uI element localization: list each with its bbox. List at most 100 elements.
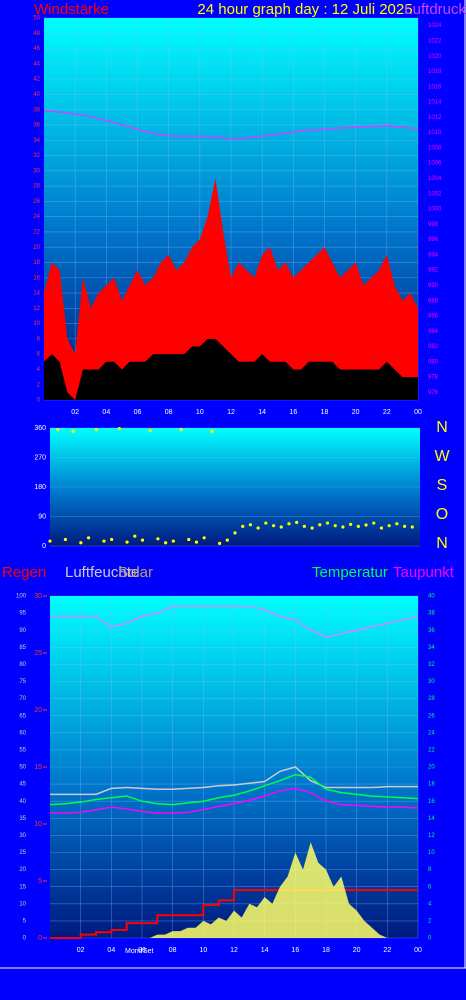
direction-point xyxy=(402,524,407,528)
direction-point xyxy=(202,536,206,540)
y-tick-label: 90 xyxy=(38,513,46,520)
direction-point xyxy=(125,540,129,544)
direction-point xyxy=(217,541,222,545)
y3-tick-label: 10 xyxy=(34,821,42,828)
x-tick-label: 16 xyxy=(289,409,297,416)
x-tick-label: 12 xyxy=(227,409,235,416)
direction-label: W xyxy=(434,448,450,465)
series-area xyxy=(50,842,418,938)
x-tick-label: 08 xyxy=(169,947,177,954)
direction-point xyxy=(110,537,114,542)
y-tick-label: 42 xyxy=(33,77,40,83)
y2-tick-label: 26 xyxy=(428,713,435,719)
direction-point xyxy=(364,523,368,527)
direction-point xyxy=(56,428,60,432)
y2-tick-label: 1018 xyxy=(428,69,442,75)
legend-entry: Taupunkt xyxy=(393,564,455,581)
y-tick-label: 44 xyxy=(33,61,40,67)
x-tick-label: 12 xyxy=(230,947,238,954)
x-tick-label: 06 xyxy=(134,409,142,416)
y-tick-label: 10 xyxy=(33,321,40,327)
y2-tick-label: 1024 xyxy=(428,23,442,29)
x-tick-label: 06 xyxy=(138,947,146,954)
direction-point xyxy=(372,521,376,525)
legend-entry: Luftdruck xyxy=(404,1,466,18)
y-tick-label: 95 xyxy=(19,611,26,617)
y2-tick-label: 16 xyxy=(428,799,435,805)
y-tick-label: 45 xyxy=(19,782,26,788)
x-tick-label: 04 xyxy=(102,409,110,416)
y2-tick-label: 18 xyxy=(428,782,435,788)
y2-tick-label: 8 xyxy=(428,867,432,873)
direction-point xyxy=(264,521,268,525)
direction-point xyxy=(171,539,175,543)
x-tick-label: 02 xyxy=(77,947,85,954)
direction-point xyxy=(333,524,337,528)
x-tick-label: 10 xyxy=(196,409,204,416)
moon-annotation: Mond xyxy=(125,948,143,955)
y-tick-label: 25 xyxy=(19,850,26,856)
direction-point xyxy=(287,522,291,526)
y2-tick-label: 0 xyxy=(428,936,432,942)
y-tick-label: 6 xyxy=(37,352,41,358)
direction-point xyxy=(387,524,391,528)
y-tick-label: 30 xyxy=(33,168,40,174)
x-tick-label: 02 xyxy=(71,409,79,416)
y2-tick-label: 1006 xyxy=(428,161,442,167)
x-tick-label: 16 xyxy=(291,947,299,954)
y2-tick-label: 992 xyxy=(428,268,439,274)
series-line xyxy=(50,787,419,814)
y3-tick-label: 20 xyxy=(34,707,42,714)
legend-entry: Solar xyxy=(118,564,153,581)
y-tick-label: 85 xyxy=(19,645,26,651)
legend-entry: Temperatur xyxy=(312,564,388,581)
y-tick-label: 90 xyxy=(19,628,26,634)
y2-tick-label: 36 xyxy=(428,628,435,634)
y2-tick-label: 28 xyxy=(428,696,435,702)
y-tick-label: 100 xyxy=(16,594,27,600)
y-tick-label: 20 xyxy=(19,867,26,873)
y-tick-label: 35 xyxy=(19,816,26,822)
legend-entry: Luftfeuchte xyxy=(65,564,139,581)
series-line xyxy=(50,766,418,796)
y-tick-label: 0 xyxy=(42,543,46,550)
y-tick-label: 4 xyxy=(37,367,41,373)
direction-point xyxy=(79,541,83,545)
direction-point xyxy=(356,524,360,528)
y2-tick-label: 980 xyxy=(428,359,439,365)
y-tick-label: 0 xyxy=(37,398,41,404)
direction-point xyxy=(156,537,160,541)
legend-entry: Windstärke xyxy=(34,1,109,18)
y-tick-label: 24 xyxy=(33,214,40,220)
x-tick-label: 04 xyxy=(107,947,115,954)
x-tick-label: 22 xyxy=(383,947,391,954)
y2-tick-label: 12 xyxy=(428,833,435,839)
y2-tick-label: 1000 xyxy=(428,207,442,213)
y-tick-label: 48 xyxy=(33,31,40,37)
y-tick-label: 270 xyxy=(34,454,46,461)
y3-tick-label: 30 xyxy=(34,593,42,600)
direction-point xyxy=(241,524,245,528)
y2-tick-label: 1010 xyxy=(428,130,442,136)
y-tick-label: 5 xyxy=(23,918,27,924)
x-tick-label: 08 xyxy=(165,409,173,416)
y2-tick-label: 1012 xyxy=(428,115,442,121)
direction-point xyxy=(302,524,306,528)
direction-point xyxy=(194,540,199,544)
y-tick-label: 360 xyxy=(34,425,46,432)
y2-tick-label: 996 xyxy=(428,237,439,243)
direction-point xyxy=(179,428,183,432)
direction-point xyxy=(248,523,253,527)
direction-label: O xyxy=(436,506,448,523)
chart-title: 24 hour graph day : 12 Juli 2025 xyxy=(197,1,412,18)
x-tick-label: 20 xyxy=(353,947,361,954)
series-line xyxy=(43,109,419,140)
series-line xyxy=(49,773,419,806)
direction-point xyxy=(379,526,384,530)
y2-tick-label: 1022 xyxy=(428,38,442,44)
direction-point xyxy=(271,524,276,528)
y2-tick-label: 986 xyxy=(428,314,439,320)
y-tick-label: 2 xyxy=(37,382,41,388)
y2-tick-label: 1002 xyxy=(428,191,442,197)
